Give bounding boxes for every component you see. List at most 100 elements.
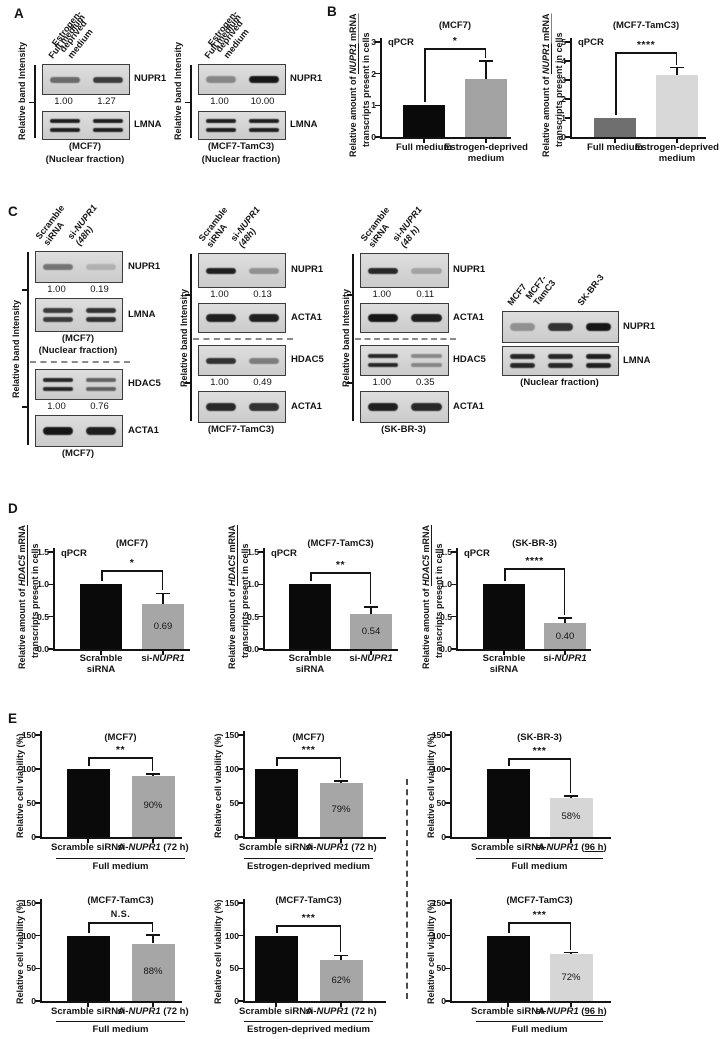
bar-value-label: 90% bbox=[143, 800, 163, 812]
x-axis-line bbox=[243, 837, 386, 839]
significance-label: * bbox=[129, 557, 135, 569]
sig-bracket bbox=[424, 48, 486, 50]
text-part: NUPR1 bbox=[316, 842, 349, 853]
sig-bracket bbox=[508, 922, 571, 924]
y-tick bbox=[565, 98, 570, 100]
blot-group-mcf7-medium: Full medium Estrogen- deprived medium NUPR… bbox=[14, 9, 200, 170]
x-tick bbox=[423, 139, 425, 143]
text-part: transcripts present in cells bbox=[361, 32, 371, 147]
protein-label: ACTA1 bbox=[291, 311, 322, 323]
y-tick-label: 0 bbox=[31, 832, 36, 842]
significance-label: **** bbox=[636, 39, 656, 51]
band-intensity-value: 1.00 bbox=[47, 284, 66, 295]
x-category-label: si-NUPR1 bbox=[316, 653, 426, 664]
protein-label: LMNA bbox=[290, 119, 318, 130]
x-tick bbox=[570, 839, 572, 843]
protein-band bbox=[367, 353, 398, 358]
y-tick-label: 4 bbox=[561, 56, 566, 66]
lane-label-text: si-NUPR1 (48h) bbox=[229, 205, 270, 250]
significance-label: *** bbox=[532, 909, 547, 921]
blot-box bbox=[198, 303, 286, 333]
band-intensity-value: 0.35 bbox=[416, 377, 435, 388]
axis-tick bbox=[347, 382, 353, 384]
protein-band bbox=[547, 323, 574, 331]
text-part: Scramble siRNA bbox=[33, 203, 67, 248]
y-tick bbox=[48, 551, 53, 553]
protein-band bbox=[205, 118, 236, 123]
sig-bracket-drop bbox=[563, 568, 565, 615]
y-tick bbox=[565, 79, 570, 81]
chart-title: (MCF7) bbox=[115, 538, 149, 549]
chart-e-mcf7-full: Relative cell viability (%) 0 50 100 150 Scra… bbox=[8, 722, 220, 888]
y-tick-label: 0 bbox=[234, 996, 239, 1006]
axis-tick bbox=[22, 289, 28, 291]
protein-label: LMNA bbox=[128, 308, 156, 320]
text-part: NUPR1 bbox=[360, 653, 393, 664]
text-part: (72 h) bbox=[348, 842, 377, 853]
text-part: Relative cell viability (%) bbox=[213, 899, 223, 1005]
protein-band bbox=[547, 363, 574, 368]
lane-label-text: SK-BR-3 bbox=[575, 272, 606, 308]
y-tick-label: 50 bbox=[436, 963, 446, 974]
blot-box bbox=[360, 303, 449, 333]
error-bar-cap bbox=[156, 592, 170, 595]
group-underline bbox=[476, 858, 603, 860]
chart-e-mcf7-estrogen: Relative cell viability (%) 0 50 100 150 Scra… bbox=[210, 722, 406, 888]
sig-bracket-drop bbox=[151, 757, 153, 771]
protein-band bbox=[49, 127, 80, 132]
x-axis-line bbox=[450, 1001, 611, 1003]
chart-e-tamc3-96h: Relative cell viability (%) 0 50 100 150 Scra… bbox=[425, 890, 637, 1039]
x-tick bbox=[340, 1003, 342, 1007]
sig-bracket-drop bbox=[276, 925, 278, 933]
significance-label: ** bbox=[115, 744, 126, 756]
protein-band bbox=[42, 427, 73, 435]
text-part: Relative cell viability (%) bbox=[426, 899, 436, 1005]
y-tick bbox=[238, 1000, 243, 1002]
error-bar-cap bbox=[564, 795, 578, 797]
protein-label: HDAC5 bbox=[291, 354, 324, 365]
y-tick bbox=[238, 768, 243, 770]
y-tick bbox=[35, 934, 40, 937]
protein-band bbox=[586, 363, 612, 368]
chart-title: (MCF7) bbox=[438, 20, 472, 31]
protein-band bbox=[42, 308, 73, 313]
text-part: (72 h) bbox=[160, 1006, 189, 1017]
group-underline bbox=[56, 1021, 185, 1023]
bar bbox=[350, 614, 392, 649]
x-category-label: Scramble siRNA bbox=[51, 1006, 125, 1017]
protein-band bbox=[42, 386, 73, 391]
significance-label: ** bbox=[335, 559, 346, 571]
panel-label-d: D bbox=[8, 501, 18, 516]
blot-box bbox=[198, 111, 286, 140]
blot-caption: (Nuclear fraction) bbox=[201, 154, 281, 165]
x-tick bbox=[503, 651, 505, 655]
text-part: ) bbox=[603, 1006, 607, 1017]
protein-band bbox=[509, 363, 535, 368]
sig-bracket-drop bbox=[504, 568, 506, 582]
axis-tick bbox=[22, 406, 28, 408]
text-part: NUPR1 bbox=[316, 1006, 349, 1017]
chart-title: (MCF7-TamC3) bbox=[307, 538, 374, 549]
y-tick-label: 0.0 bbox=[440, 644, 452, 654]
y-tick bbox=[445, 1000, 450, 1002]
lane-label-text: Scramble siRNA bbox=[33, 203, 75, 248]
protein-band bbox=[248, 75, 279, 84]
sig-bracket-drop bbox=[161, 570, 163, 591]
y-tick-label: 150 bbox=[431, 898, 446, 908]
text-part: Relative amount of bbox=[17, 585, 27, 669]
y-tick bbox=[445, 836, 450, 838]
y-tick-label: 0.0 bbox=[247, 644, 259, 654]
protein-band bbox=[248, 267, 279, 274]
protein-band bbox=[42, 377, 73, 382]
y-tick bbox=[35, 902, 40, 904]
protein-band bbox=[42, 264, 73, 270]
y-tick-label: 0 bbox=[441, 832, 446, 842]
blot-box bbox=[35, 298, 123, 332]
error-bar-whisker bbox=[340, 955, 342, 961]
y-tick-label: 0.5 bbox=[440, 611, 452, 622]
blot-box bbox=[198, 345, 286, 376]
x-tick bbox=[507, 1003, 509, 1007]
blot-box bbox=[360, 253, 449, 288]
protein-band bbox=[85, 386, 116, 391]
blot-box bbox=[502, 346, 619, 376]
